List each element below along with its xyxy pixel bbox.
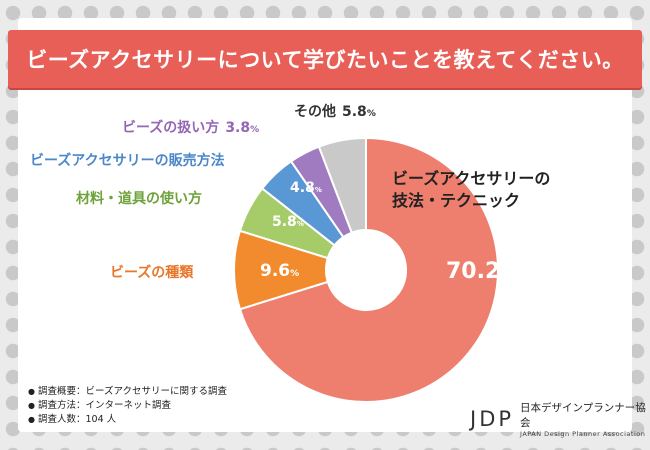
chart-title: ビーズアクセサリーについて学びたいことを教えてください。 <box>8 30 642 88</box>
slice-label-4: ビーズの扱い方 3.8% <box>122 120 260 136</box>
survey-note-method: 調査方法：インターネット調査 <box>28 399 227 413</box>
jdp-logo: JDP 日本デザインプランナー協会 JAPAN Design Planner A… <box>470 400 650 438</box>
survey-note-summary: 調査概要：ビーズアクセサリーに関する調査 <box>28 385 227 399</box>
survey-notes: 調査概要：ビーズアクセサリーに関する調査 調査方法：インターネット調査 調査人数… <box>28 385 227 427</box>
slice-label-0-line-1: 技法・テクニック <box>392 191 521 210</box>
slice-label-0-line-0: ビーズアクセサリーの <box>392 169 551 188</box>
slice-label-0: ビーズアクセサリーの 技法・テクニック <box>392 168 550 212</box>
slice-label-2: 材料・道具の使い方 <box>76 191 202 207</box>
slice-label-1: ビーズの種類 <box>110 265 194 281</box>
survey-note-count: 調査人数：104 人 <box>28 413 227 427</box>
slice-value-5: 5.8% <box>342 104 376 120</box>
logo-name-en: JAPAN Design Planner Association <box>520 430 646 438</box>
logo-name-jp: 日本デザインプランナー協会 <box>520 402 646 429</box>
slice-5 <box>317 136 367 234</box>
slice-value-3: 4.8% <box>290 180 322 196</box>
slice-0 <box>238 136 499 403</box>
slice-value-1: 9.6% <box>260 261 299 281</box>
slice-value-0: 70.2% <box>446 259 511 284</box>
slice-label-5: その他 5.8% <box>294 104 376 120</box>
slice-value-4: 3.8% <box>225 120 260 136</box>
slice-label-3: ビーズアクセサリーの販売方法 <box>30 153 225 169</box>
slice-value-2: 5.8% <box>272 214 304 230</box>
logo-mark: JDP <box>470 407 515 431</box>
